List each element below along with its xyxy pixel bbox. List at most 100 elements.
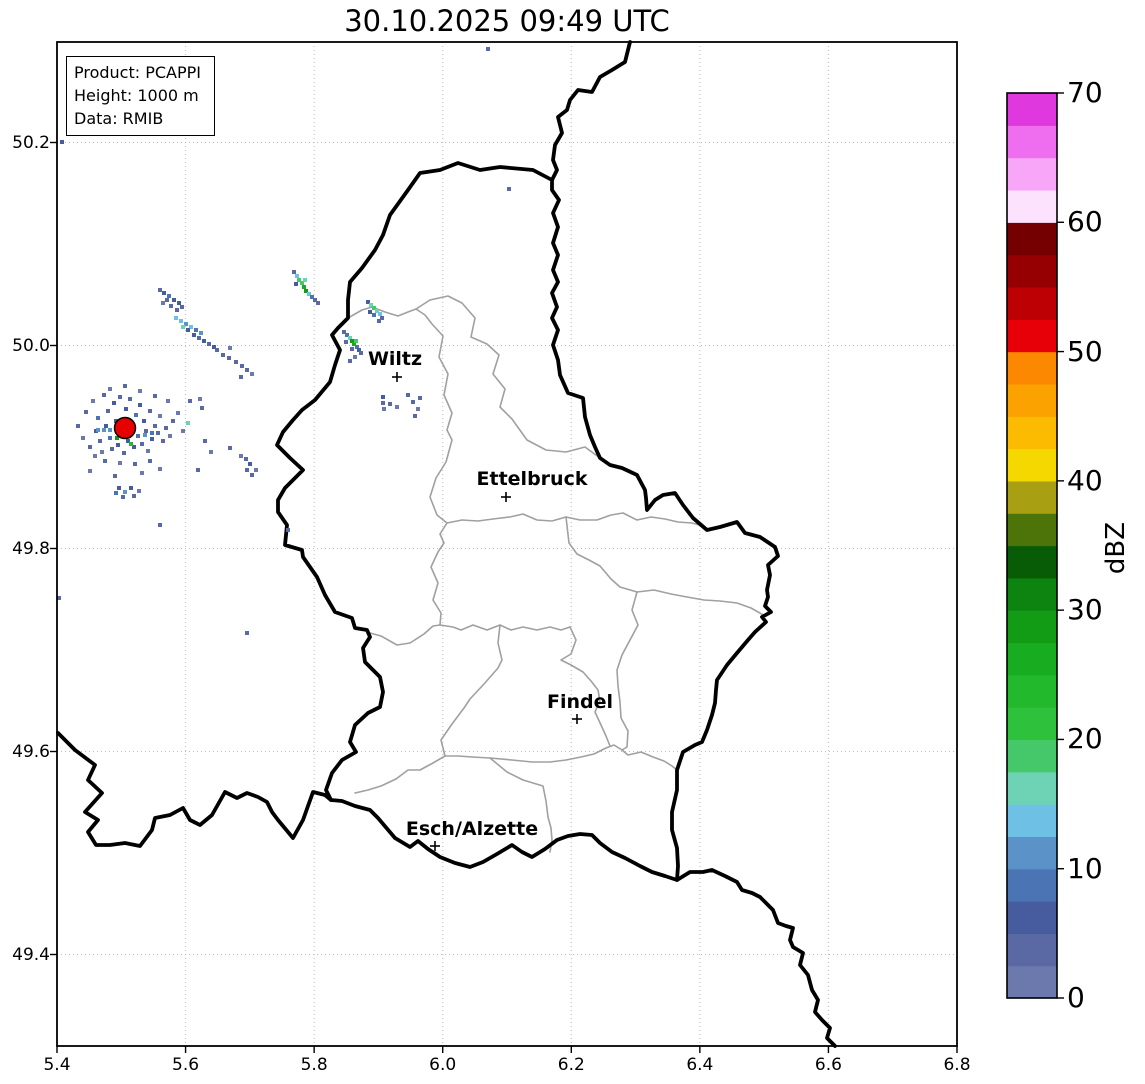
colorbar-tick-label: 50 — [1067, 334, 1103, 368]
radar-echo-pixel — [137, 489, 141, 493]
district-border — [415, 295, 601, 459]
radar-echo-pixel — [303, 278, 307, 282]
radar-echo-pixel — [114, 419, 118, 423]
radar-echo-pixel — [121, 495, 125, 499]
colorbar-tick-label: 30 — [1067, 593, 1103, 627]
radar-echo-pixel — [196, 468, 200, 472]
radar-echo-pixel — [197, 336, 201, 340]
radar-echo-pixel — [138, 389, 142, 393]
france-germany-border — [675, 868, 837, 1048]
radar-echo-pixel — [148, 409, 152, 413]
info-data-source: Data: RMIB — [74, 109, 164, 129]
radar-echo-pixel — [380, 316, 384, 320]
x-tick-label: 6.8 — [943, 1055, 971, 1075]
radar-echo-pixel — [350, 347, 354, 351]
radar-echo-pixel — [88, 445, 92, 449]
radar-site-marker — [113, 416, 137, 440]
radar-echo-pixel — [381, 395, 385, 399]
france-belgium-border — [56, 731, 333, 848]
radar-echo-pixel — [133, 462, 137, 466]
radar-echo-pixel — [310, 295, 314, 299]
colorbar-segment — [1007, 545, 1057, 579]
district-border — [446, 512, 708, 531]
radar-echo-pixel — [106, 409, 110, 413]
colorbar-segment — [1007, 610, 1057, 644]
belgium-germany-border — [550, 40, 632, 182]
radar-echo-pixel — [104, 424, 108, 428]
radar-echo-pixel — [176, 411, 180, 415]
radar-echo-pixel — [240, 364, 244, 368]
radar-echo-pixel — [153, 394, 157, 398]
radar-echo-pixel — [158, 467, 162, 471]
radar-echo-pixel — [344, 340, 348, 344]
radar-echo-pixel — [108, 436, 112, 440]
radar-echo-pixel — [138, 403, 142, 407]
radar-echo-pixel — [93, 454, 97, 458]
radar-echo-pixel — [418, 396, 422, 400]
x-tick-label: 6.2 — [557, 1055, 585, 1075]
colorbar-segment — [1007, 513, 1057, 547]
radar-echo-pixel — [292, 270, 296, 274]
radar-echo-pixel — [234, 360, 238, 364]
district-border — [430, 522, 448, 626]
radar-echo-pixel — [102, 428, 106, 432]
district-border — [354, 624, 503, 794]
radar-echo-pixel — [117, 486, 121, 490]
radar-echo-pixel — [189, 325, 193, 329]
colorbar-segment — [1007, 416, 1057, 450]
radar-echo-pixel — [116, 443, 120, 447]
radar-echo-pixel — [375, 309, 379, 313]
radar-echo-pixel — [342, 330, 346, 334]
radar-echo-pixel — [96, 416, 100, 420]
radar-echo-pixel — [366, 300, 370, 304]
radar-echo-pixel — [81, 436, 85, 440]
colorbar-segment — [1007, 286, 1057, 320]
radar-echo-pixel — [304, 289, 308, 293]
radar-echo-pixel — [181, 325, 185, 329]
radar-echo-pixel — [245, 368, 249, 372]
y-tick-label: 49.6 — [12, 741, 50, 762]
radar-echo-pixel — [102, 393, 106, 397]
city-label-ettelbruck: Ettelbruck — [476, 468, 588, 490]
city-label-esch-alzette: Esch/Alzette — [405, 818, 539, 840]
radar-echo-pixel — [228, 446, 232, 450]
district-border — [560, 626, 611, 747]
colorbar-axis-label: dBZ — [1101, 521, 1131, 575]
y-tick-label: 49.4 — [12, 944, 50, 965]
radar-echo-pixel — [350, 339, 354, 343]
x-tick-label: 6.0 — [429, 1055, 457, 1075]
x-tick-label: 5.8 — [300, 1055, 328, 1075]
colorbar-segment — [1007, 836, 1057, 870]
colorbar-tick-label: 40 — [1067, 463, 1103, 497]
radar-echo-pixel — [199, 331, 203, 335]
radar-echo-pixel — [165, 298, 169, 302]
radar-echo-pixel — [146, 449, 150, 453]
radar-echo-pixel — [227, 356, 231, 360]
radar-echo-pixel — [153, 424, 157, 428]
radar-echo-pixel — [203, 439, 207, 443]
radar-echo-pixel — [100, 450, 104, 454]
radar-echo-pixel — [295, 274, 299, 278]
radar-echo-pixel — [245, 468, 249, 472]
colorbar-segment — [1007, 319, 1057, 353]
radar-echo-pixel — [177, 301, 181, 305]
radar-echo-pixel — [395, 405, 399, 409]
radar-echo-pixel — [115, 436, 119, 440]
district-border — [347, 306, 453, 524]
radar-echo-pixel — [57, 596, 61, 600]
colorbar-segment — [1007, 642, 1057, 676]
colorbar-segment — [1007, 739, 1057, 773]
radar-echo-pixel — [368, 310, 372, 314]
radar-echo-pixel — [286, 528, 290, 532]
radar-echo-pixel — [148, 459, 152, 463]
colorbar-segment — [1007, 707, 1057, 741]
radar-echo-pixel — [128, 397, 132, 401]
radar-echo-pixel — [355, 345, 359, 349]
radar-echo-pixel — [416, 407, 420, 411]
radar-echo-pixel — [245, 631, 249, 635]
colorbar-tick-label: 60 — [1067, 205, 1103, 239]
radar-echo-pixel — [372, 313, 376, 317]
plot-frame — [56, 41, 958, 1047]
colorbar-segment — [1007, 157, 1057, 191]
radar-echo-pixel — [254, 468, 258, 472]
